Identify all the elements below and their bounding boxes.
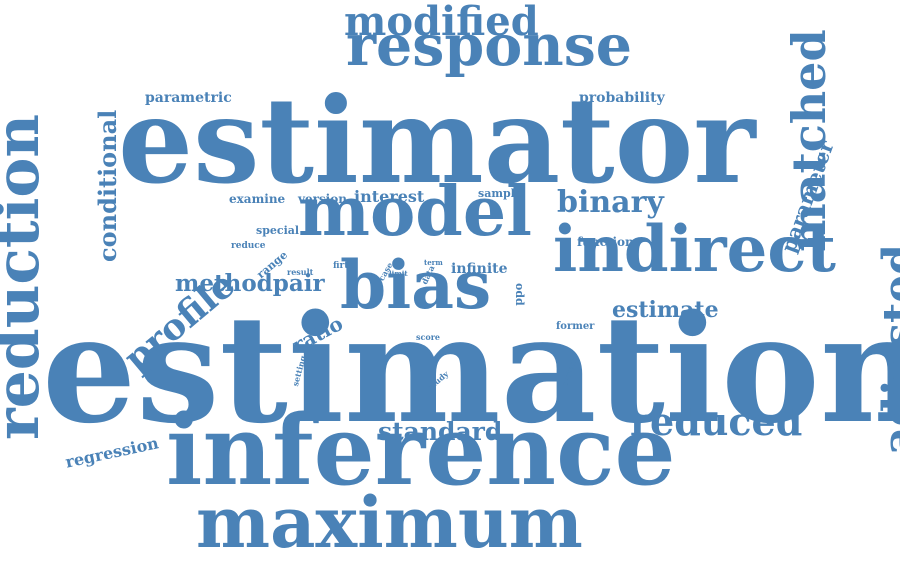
word-interest: interest [354,187,425,206]
word-former: former [556,321,595,332]
word-standard: standard [378,417,503,446]
word-term: term [424,258,443,267]
word-estimation: estimation [42,282,900,456]
word-response: response [346,12,633,79]
word-score: score [416,332,441,342]
word-conditional: conditional [93,109,122,262]
word-examine: examine [229,192,286,206]
word-maximum: maximum [196,481,583,564]
word-bias: bias [340,246,492,324]
word-methodpair: methodpair [175,270,325,297]
word-model: model [298,172,532,252]
word-infinite: infinite [451,261,508,277]
word-special: special [256,224,300,237]
word-result: result [287,267,314,277]
word-binary: binary [557,185,664,220]
word-reduction: reduction [0,113,53,440]
word-adjusted: adjusted [874,243,900,455]
word-parametric: parametric [145,90,232,106]
word-odd: odd [513,283,526,306]
word-estimate: estimate [612,297,719,323]
word-limit: limit [389,269,408,278]
word-estimator: estimator [118,71,756,210]
word-function: function [577,235,634,249]
word-sample: sample [478,187,522,200]
word-reduced: reduced [630,399,803,444]
word-indirect: indirect [553,212,836,287]
word-modified: modified [344,0,539,45]
word-inference: inference [166,394,676,507]
word-reduce: reduce [231,241,266,251]
word-firth: firth [333,261,355,271]
word-version: version [298,192,347,206]
word-probability: probability [579,90,665,106]
